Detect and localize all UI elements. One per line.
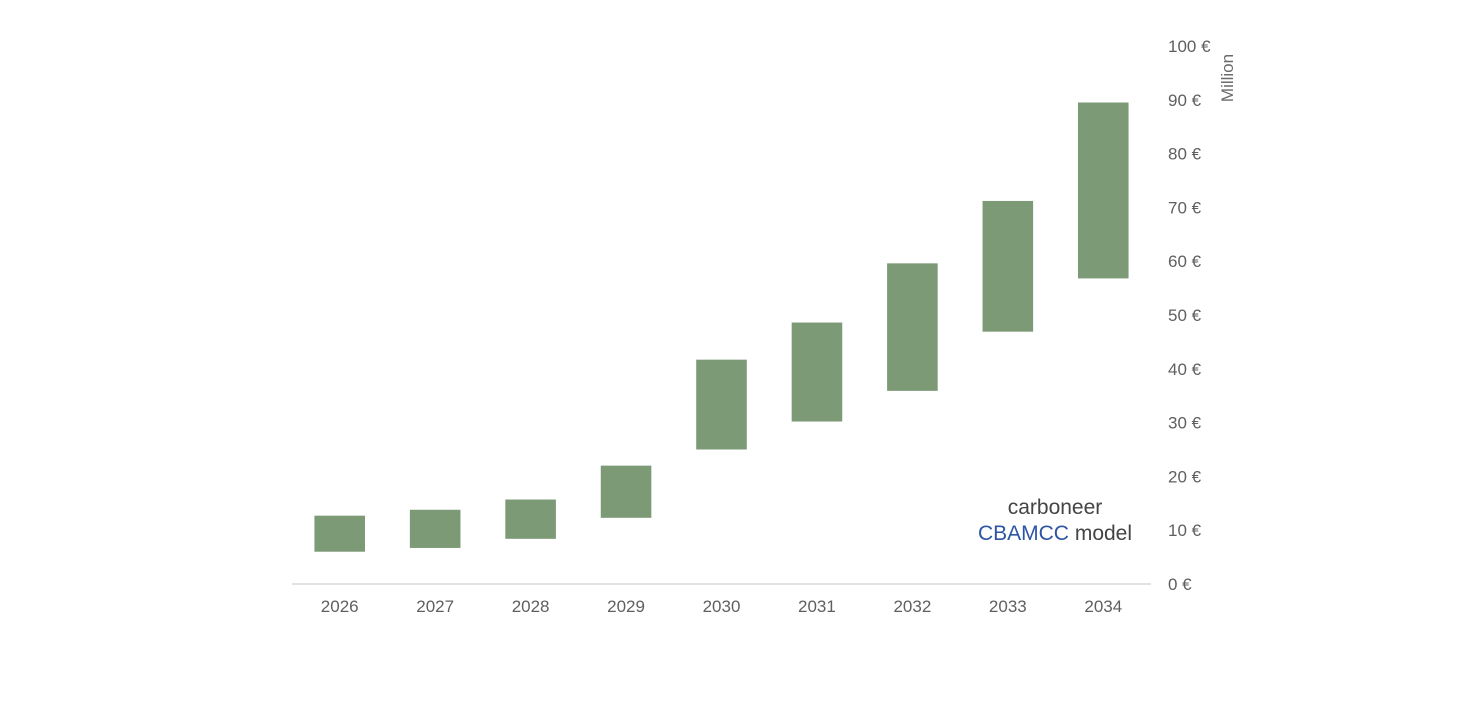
y-tick-labels: 0 € 10 € 20 € 30 € 40 € 50 € 60 € 70 € 80 € 90 € 1… xyxy=(1168,37,1211,594)
x-tick-label-2030: 2030 xyxy=(703,597,741,616)
x-tick-labels: 2026 2027 2028 2029 2030 2031 2032 2033 2034 xyxy=(321,597,1122,616)
y-tick-label-80: 80 € xyxy=(1168,145,1202,164)
brand-highlight-text: CBAMCC xyxy=(978,522,1069,545)
y-tick-label-90: 90 € xyxy=(1168,91,1202,110)
x-tick-label-2031: 2031 xyxy=(798,597,836,616)
brand-model-text: model xyxy=(1075,522,1132,545)
x-tick-label-2029: 2029 xyxy=(607,597,645,616)
range-bar-2029 xyxy=(600,465,652,518)
x-tick-label-2032: 2032 xyxy=(893,597,931,616)
brand-annotation: carboneer CBAMCC model xyxy=(978,496,1132,545)
y-tick-label-40: 40 € xyxy=(1168,360,1202,379)
x-tick-label-2028: 2028 xyxy=(512,597,550,616)
y-tick-label-100: 100 € xyxy=(1168,37,1211,56)
y-tick-label-10: 10 € xyxy=(1168,521,1202,540)
x-tick-label-2027: 2027 xyxy=(416,597,454,616)
range-bar-2034 xyxy=(1077,102,1129,279)
range-bar-2032 xyxy=(887,263,938,391)
x-tick-label-2034: 2034 xyxy=(1084,597,1122,616)
y-tick-label-70: 70 € xyxy=(1168,198,1202,217)
y-tick-label-20: 20 € xyxy=(1168,467,1202,486)
x-tick-label-2033: 2033 xyxy=(989,597,1027,616)
range-bar-2026 xyxy=(314,515,366,552)
range-bar-2031 xyxy=(791,322,843,422)
range-bar-2028 xyxy=(505,499,556,539)
x-tick-label-2026: 2026 xyxy=(321,597,359,616)
y-tick-label-60: 60 € xyxy=(1168,252,1202,271)
y-axis-unit-label: Million xyxy=(1218,54,1237,102)
y-tick-label-50: 50 € xyxy=(1168,306,1202,325)
range-bar-2027 xyxy=(409,509,461,548)
brand-line-2: CBAMCC model xyxy=(978,522,1132,545)
brand-line-1: carboneer xyxy=(1008,496,1103,519)
bars-group xyxy=(314,102,1129,552)
range-bar-2030 xyxy=(696,359,747,450)
y-tick-label-0: 0 € xyxy=(1168,575,1192,594)
y-tick-label-30: 30 € xyxy=(1168,414,1202,433)
range-bar-2033 xyxy=(982,200,1034,332)
